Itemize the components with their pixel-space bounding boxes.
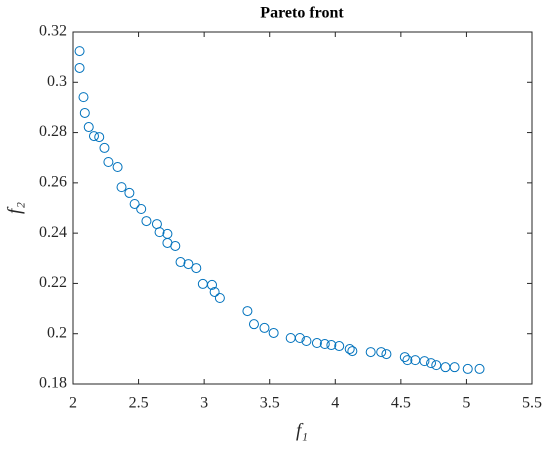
plot-area [72, 31, 533, 385]
point [326, 340, 337, 351]
point [399, 352, 410, 363]
point [74, 46, 85, 57]
y-tick-label: 0.26 [39, 174, 67, 191]
point [154, 227, 165, 238]
point [175, 257, 186, 268]
point [170, 240, 181, 251]
point [365, 347, 376, 358]
point [449, 362, 460, 373]
chart-title: Pareto front [260, 5, 344, 22]
point [381, 349, 392, 360]
point [191, 263, 202, 274]
point [78, 92, 89, 103]
point [426, 358, 437, 369]
point [183, 259, 194, 270]
point [209, 286, 220, 297]
x-tick-label: 4 [331, 395, 339, 412]
y-tick-label: 0.18 [39, 375, 67, 392]
y-tick-label: 0.22 [39, 274, 67, 291]
point [112, 162, 123, 173]
y-axis-label: f₂ [4, 202, 25, 214]
y-tick-label: 0.28 [39, 123, 67, 140]
point [294, 332, 305, 343]
y-tick-label: 0.2 [47, 324, 67, 341]
y-tick-label: 0.32 [39, 23, 67, 40]
x-tick-label: 2 [69, 395, 77, 412]
x-tick-label: 2.5 [129, 395, 149, 412]
point [431, 360, 442, 371]
y-tick-label: 0.24 [39, 224, 67, 241]
point [141, 216, 152, 227]
point [311, 338, 322, 349]
point [474, 363, 485, 374]
point [88, 131, 99, 142]
point [214, 293, 225, 304]
point [124, 187, 135, 198]
point [207, 279, 218, 290]
x-tick-label: 4.5 [391, 395, 411, 412]
point [248, 319, 259, 330]
y-tick-label: 0.3 [47, 73, 67, 90]
x-tick-label: 3.5 [260, 395, 280, 412]
point [462, 363, 473, 374]
point [259, 322, 270, 333]
point [116, 182, 127, 193]
point [242, 306, 253, 317]
point [344, 344, 355, 355]
point [376, 347, 387, 358]
x-tick-label: 5 [462, 395, 470, 412]
point [347, 346, 358, 357]
point [419, 356, 430, 367]
point [301, 336, 312, 347]
point [402, 355, 413, 366]
point [136, 204, 147, 215]
point [129, 198, 140, 209]
point [334, 341, 345, 352]
point [99, 142, 110, 153]
point [83, 122, 94, 133]
point [74, 62, 85, 73]
point [103, 156, 114, 167]
point [94, 132, 105, 143]
point [268, 327, 279, 338]
x-axis-label: f₁ [296, 420, 308, 441]
x-tick-label: 5.5 [522, 395, 542, 412]
point [319, 339, 330, 350]
x-tick-label: 3 [200, 395, 208, 412]
point [79, 107, 90, 118]
